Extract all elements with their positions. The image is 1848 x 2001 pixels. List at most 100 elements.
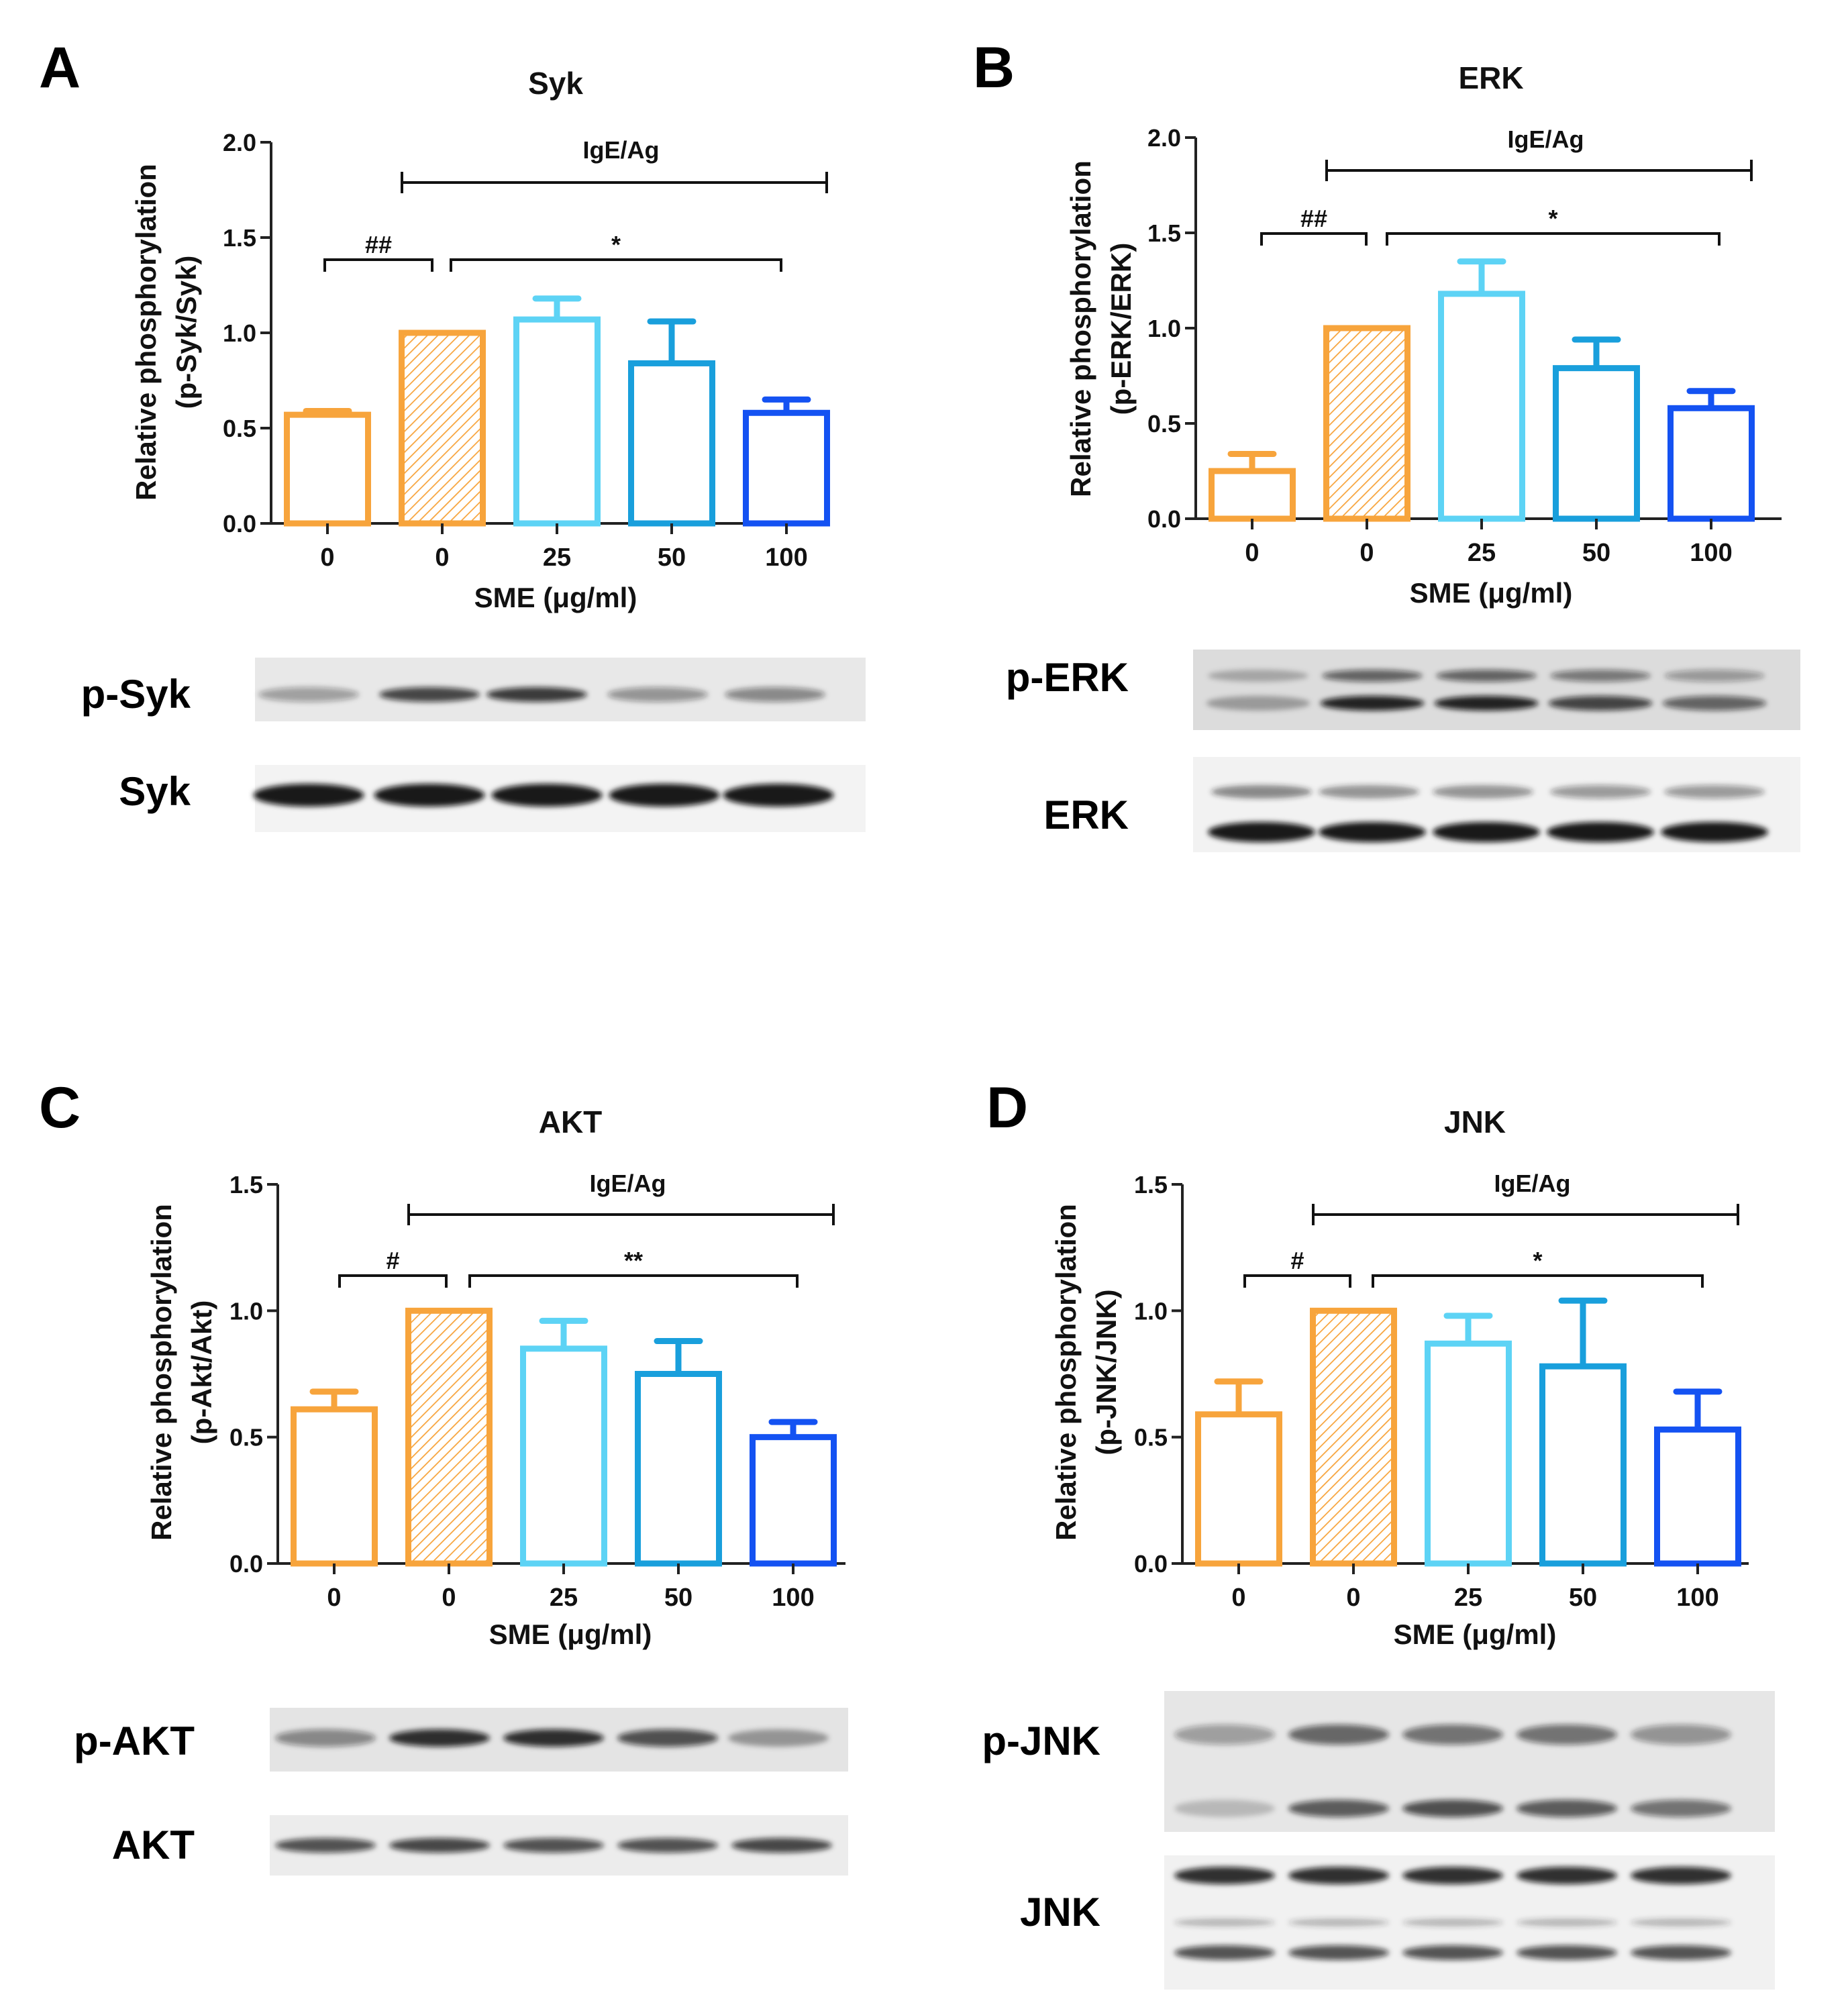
blot-band xyxy=(723,784,834,807)
blot-band xyxy=(1319,822,1426,842)
x-tick-label: 25 xyxy=(1468,539,1496,567)
blot-label: ERK xyxy=(1043,792,1129,837)
treatment-significance-label: ** xyxy=(624,1247,643,1274)
y-tick-label: 0.5 xyxy=(223,415,256,442)
x-tick-label: 100 xyxy=(1690,539,1732,567)
panel-letter: C xyxy=(39,1076,81,1140)
chart-title: ERK xyxy=(1458,60,1523,95)
bar xyxy=(1539,1363,1627,1567)
blot-band xyxy=(1288,1725,1389,1745)
bar xyxy=(513,316,601,527)
blot-label: Syk xyxy=(119,769,191,814)
x-tick-label: 100 xyxy=(1676,1584,1718,1612)
blot-band xyxy=(491,784,603,807)
blot-band xyxy=(389,1838,490,1853)
bar xyxy=(1667,405,1755,522)
blot-band xyxy=(1402,1800,1503,1817)
blot-band xyxy=(1661,822,1768,842)
bar xyxy=(635,1371,722,1567)
panel-letter: D xyxy=(986,1076,1028,1140)
panel-d: D JNK 0.0 0.5 1.0 1.5 Relative phosphorylation… xyxy=(986,1076,1749,1650)
y-axis-label: Relative phosphorylation xyxy=(1065,160,1096,497)
x-tick-label: 25 xyxy=(550,1584,578,1612)
treatment-significance-label: * xyxy=(1533,1247,1542,1274)
y-tick-label: 1.5 xyxy=(223,224,256,252)
y-axis-label-2: (p-Akt/Akt) xyxy=(186,1300,217,1445)
y-tick-label: 0.0 xyxy=(1147,505,1181,533)
y-axis-label-2: (p-Syk/Syk) xyxy=(170,256,202,409)
blot-band xyxy=(1547,822,1654,842)
bar xyxy=(520,1345,607,1567)
bar xyxy=(1553,365,1640,522)
blot-band xyxy=(275,1838,376,1853)
blot-band xyxy=(1631,1725,1731,1745)
bar xyxy=(405,1307,493,1567)
y-tick-label: 0.0 xyxy=(1134,1550,1168,1578)
blot-band xyxy=(1548,696,1653,711)
x-tick-label: 0 xyxy=(327,1584,341,1612)
blot-band xyxy=(1174,1800,1275,1817)
blot-band xyxy=(1174,1945,1275,1960)
blot-label: p-JNK xyxy=(982,1718,1100,1763)
control-significance-bracket xyxy=(1243,1274,1351,1288)
bar xyxy=(628,360,715,527)
x-tick-label: 50 xyxy=(1582,539,1610,567)
blot-band xyxy=(389,1729,490,1747)
blot-band xyxy=(1550,785,1651,799)
blot-band xyxy=(617,1838,718,1853)
treatment-significance-label: * xyxy=(1548,205,1557,232)
blot-band xyxy=(1174,1867,1275,1884)
bar xyxy=(284,411,371,527)
bar xyxy=(1323,325,1410,522)
y-axis-label: Relative phosphorylation xyxy=(1050,1204,1082,1541)
blot-band xyxy=(1322,670,1423,682)
x-tick-label: 0 xyxy=(435,544,449,572)
blot-band xyxy=(1402,1867,1503,1884)
blot-band xyxy=(607,687,708,702)
blot-band xyxy=(374,784,485,807)
y-tick-label: 1.5 xyxy=(229,1171,263,1198)
blot-band xyxy=(275,1729,376,1747)
blot-band xyxy=(1664,670,1765,682)
blot-band xyxy=(1319,785,1419,799)
blot-band xyxy=(1402,1725,1503,1745)
blot-band xyxy=(1517,1918,1617,1927)
y-tick-label: 1.5 xyxy=(1134,1171,1168,1198)
blot-band xyxy=(1288,1918,1389,1927)
bar xyxy=(743,409,830,527)
blot-band xyxy=(503,1838,604,1853)
blot-label: JNK xyxy=(1020,1890,1100,1935)
y-tick-label: 2.0 xyxy=(1147,124,1181,152)
control-significance-label: ## xyxy=(365,231,392,258)
blot-band xyxy=(617,1729,718,1747)
blot-band xyxy=(1631,1800,1731,1817)
treatment-significance-bracket xyxy=(1386,232,1721,246)
blot-band xyxy=(1517,1725,1617,1745)
x-axis-label: SME (μg/ml) xyxy=(1410,577,1573,609)
blot-band xyxy=(379,687,480,702)
blot-band xyxy=(1208,822,1315,842)
y-tick-label: 0.0 xyxy=(223,510,256,537)
treatment-significance-bracket xyxy=(1372,1274,1704,1288)
blot-band xyxy=(1402,1918,1503,1927)
control-significance-label: ## xyxy=(1300,205,1327,232)
blot-band xyxy=(1288,1867,1389,1884)
y-tick-label: 1.0 xyxy=(1134,1297,1168,1325)
y-axis-label: Relative phosphorylation xyxy=(130,164,162,501)
blot-band xyxy=(253,784,364,807)
y-tick-label: 0.0 xyxy=(229,1550,263,1578)
blot-label: AKT xyxy=(112,1823,195,1867)
y-tick-label: 2.0 xyxy=(223,129,256,156)
blot-band xyxy=(1208,670,1308,682)
y-axis-label-2: (p-JNK/JNK) xyxy=(1090,1289,1122,1455)
y-tick-label: 1.5 xyxy=(1147,219,1181,247)
blot-band xyxy=(1174,1725,1275,1745)
bar xyxy=(1425,1340,1512,1567)
blot-label: p-ERK xyxy=(1006,655,1129,700)
treatment-significance-bracket xyxy=(468,1274,799,1288)
chart-title: Syk xyxy=(528,66,583,101)
treatment-label: IgE/Ag xyxy=(1508,125,1584,153)
bar xyxy=(1310,1307,1397,1567)
blot-band xyxy=(1206,696,1311,711)
